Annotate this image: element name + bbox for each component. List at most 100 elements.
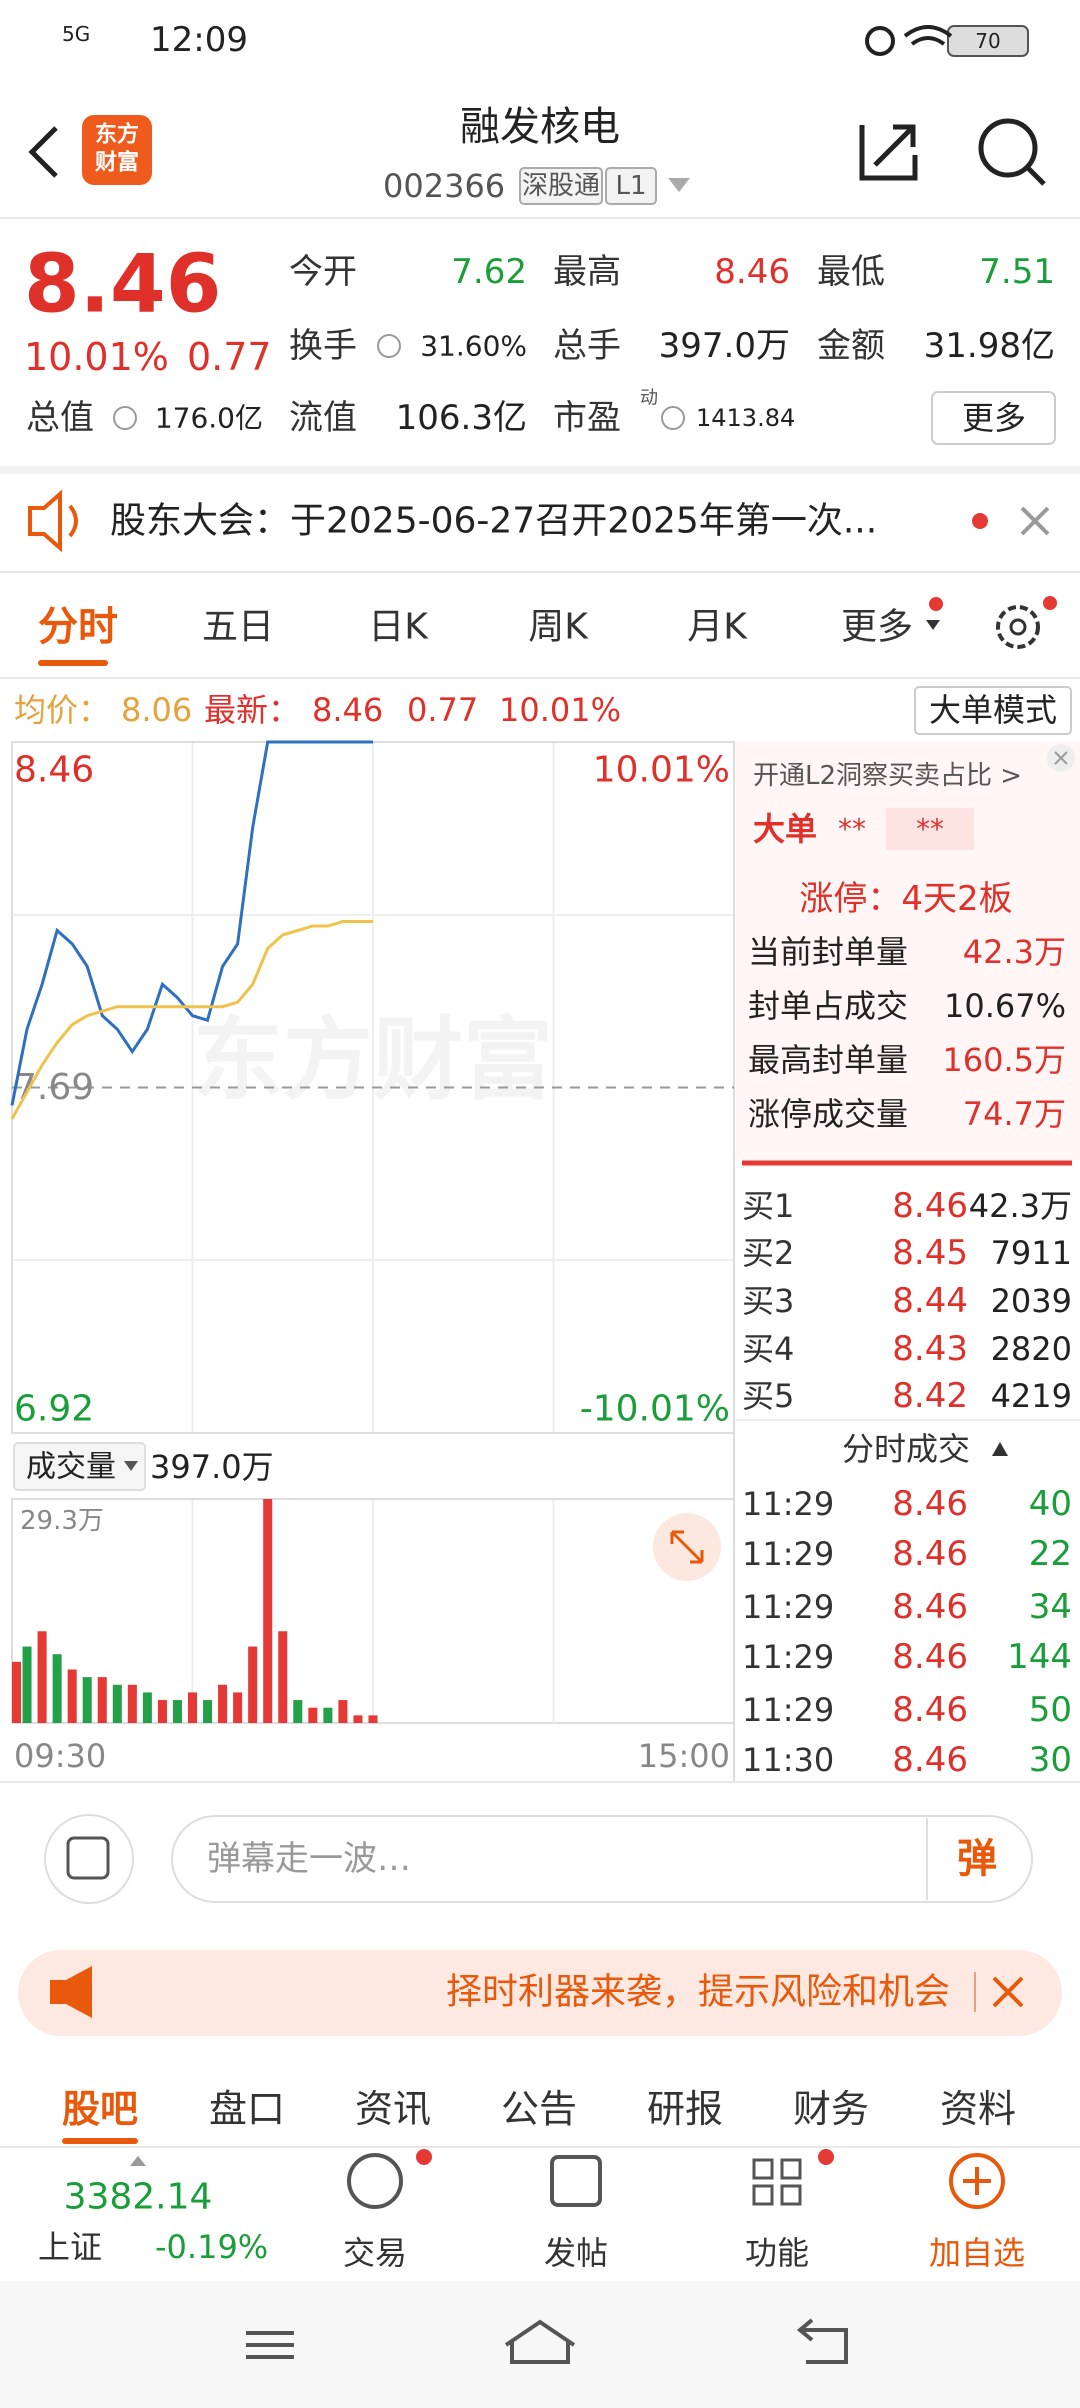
volume-bar [112,1684,122,1723]
info-icon[interactable] [661,406,685,430]
trade-volume: 34 [1029,1587,1072,1627]
big-order-value: ** [838,813,866,846]
period-tab[interactable]: 更多 [841,607,913,648]
trade-time: 11:29 [742,1588,834,1626]
volume-bar [157,1700,167,1723]
share-button[interactable] [859,124,918,181]
speaker-icon [28,489,78,553]
index-value[interactable]: 3382.14 [64,2177,213,2218]
expand-icon [670,1530,704,1564]
trade-price: 8.46 [892,1534,968,1574]
volume-selector[interactable] [13,1442,146,1491]
info-icon[interactable] [113,406,137,430]
close-button[interactable] [1020,506,1050,536]
unread-dot [416,2149,432,2165]
comment-input[interactable] [171,1815,1033,1903]
index-arrow [130,2156,146,2166]
change-pct: 10.01% [24,335,169,379]
x-tick-label: 15:00 [638,1737,730,1775]
field-label: 流值 [289,398,357,438]
book-level: 买4 [742,1330,794,1368]
danmaku-button[interactable]: 弹 [957,1836,997,1882]
wifi-icon [903,25,953,46]
action-button[interactable]: 加自选 [929,2234,1025,2272]
settings-button[interactable] [996,605,1040,649]
volume-bar [142,1692,152,1723]
more-button[interactable] [931,391,1056,445]
section-tab[interactable]: 股吧 [62,2087,138,2131]
stock-tag: L1 [615,171,646,201]
big-order-label: 大单 [753,810,817,848]
volume-bar [187,1692,198,1723]
field-label: 最高 [553,252,621,292]
volume-bar [82,1677,92,1723]
section-tab[interactable]: 公告 [501,2087,577,2131]
period-tab[interactable]: 日K [368,607,429,648]
volume-bar [323,1707,333,1723]
home-button[interactable] [504,2319,576,2364]
trades-title: 分时成交 [842,1430,970,1468]
back-nav-button[interactable] [796,2318,848,2364]
back-button[interactable] [28,126,58,178]
banner-text[interactable]: 择时利器来袭，提示风险和机会 [446,1972,950,2013]
period-tab[interactable]: 五日 [202,607,274,648]
volume-total: 397.0万 [150,1448,274,1486]
comment-placeholder[interactable]: 弹幕走一波… [207,1839,411,1879]
last-price: 8.46 [24,238,221,331]
volume-bar [127,1684,137,1723]
search-button[interactable] [978,118,1038,178]
change: 0.77 [187,335,272,379]
mode-button-label[interactable]: 大单模式 [929,691,1057,729]
price-line [10,740,373,1106]
book-price: 8.44 [892,1281,968,1321]
volume-bar [233,1692,243,1723]
field-label: 金额 [817,326,885,366]
action-button[interactable]: 发帖 [544,2234,608,2272]
trade-price: 8.46 [892,1484,968,1524]
field-label: 总手 [553,326,621,366]
menu-button[interactable] [246,2331,294,2359]
period-tab[interactable]: 分时 [38,604,118,650]
field-value: 7.62 [451,252,527,292]
section-tab[interactable]: 资讯 [355,2087,431,2131]
volume-bar [338,1700,348,1723]
stat-value: 10.67% [944,987,1066,1025]
period-tab[interactable]: 周K [528,607,589,648]
banner-bg[interactable] [18,1950,1062,2036]
field-value: 7.51 [979,252,1055,292]
section-tab[interactable]: 盘口 [209,2087,285,2131]
field-label: 最低 [817,252,885,292]
mode-button[interactable] [914,686,1072,735]
more-button-label[interactable]: 更多 [962,399,1026,437]
volume-bar [203,1700,213,1723]
tab-underline [62,2138,138,2144]
banner-close[interactable] [992,1976,1024,2008]
trade-price: 8.46 [892,1740,968,1780]
action-button[interactable]: 功能 [745,2234,809,2272]
period-tab[interactable]: 月K [687,607,748,648]
info-icon[interactable] [377,334,401,358]
danmaku-toggle[interactable] [44,1814,134,1904]
info-change: 0.77 [407,691,478,729]
section-tab[interactable]: 资料 [940,2087,1016,2131]
info-avg-label: 均价： [14,691,110,729]
info-avg: 8.06 [121,691,192,729]
field-value: 1413.84 [696,404,795,432]
volume-selector-label[interactable]: 成交量 [26,1450,116,1485]
book-price: 8.43 [892,1329,968,1369]
field-label: 今开 [289,252,357,292]
average-line [10,920,373,1120]
book-volume: 7911 [991,1234,1072,1272]
volume-bar [37,1631,47,1723]
volume-bar [22,1646,32,1723]
trade-time: 11:29 [742,1638,834,1676]
volume-bar [248,1646,258,1723]
sort-arrow [992,1442,1008,1456]
section-tab[interactable]: 财务 [793,2087,869,2131]
volume-bar [218,1684,228,1723]
l2-link[interactable]: 开通L2洞察买卖占比 > [753,761,1022,791]
section-tab[interactable]: 研报 [647,2087,723,2131]
notice-text[interactable]: 股东大会：于2025-06-27召开2025年第一次... [110,501,877,542]
action-button[interactable]: 交易 [343,2234,407,2272]
tab-underline [38,660,108,666]
